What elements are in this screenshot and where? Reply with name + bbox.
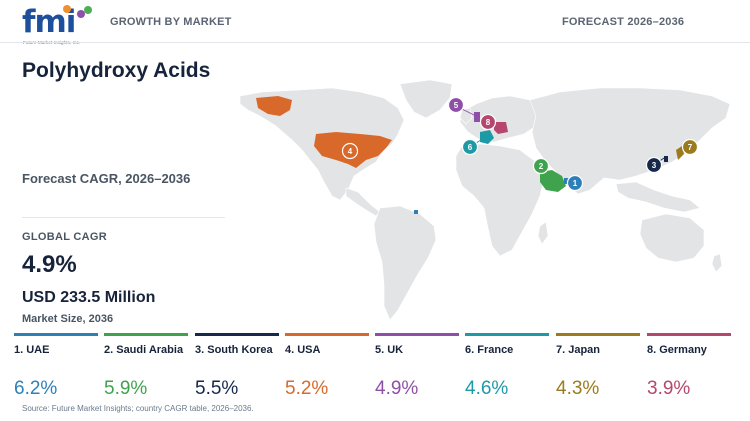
country-cagr-value: 3.9% [647, 378, 691, 399]
country-name: 8. Germany [647, 344, 707, 356]
map-marker-1 [566, 174, 584, 192]
country-alaska-shape [256, 96, 292, 116]
country-name: 3. South Korea [195, 344, 273, 356]
country-accent-bar [195, 333, 279, 336]
islands-accent [414, 210, 418, 214]
country-accent-bar [14, 333, 98, 336]
land-south-america [373, 205, 437, 321]
country-accent-bar [375, 333, 459, 336]
map-marker-6 [461, 138, 479, 156]
country-saudi-arabia-shape [540, 170, 566, 192]
land-southeast-asia [615, 181, 701, 213]
land-europe [459, 95, 541, 143]
map-marker-7 [681, 138, 699, 156]
country-item-south-korea: 3. South Korea 5.5% [195, 333, 279, 400]
map-marker-label-5: 5 [454, 101, 459, 110]
map-marker-label-7: 7 [688, 143, 693, 152]
market-size-label: Market Size, 2036 [22, 313, 114, 325]
global-cagr-label: GLOBAL CAGR [22, 231, 107, 243]
country-name: 5. UK [375, 344, 404, 356]
source-note: Source: Future Market Insights; country … [22, 404, 254, 413]
left-divider [22, 217, 225, 218]
land-masses [239, 79, 731, 321]
country-accent-bar [285, 333, 369, 336]
country-japan-shape [676, 146, 684, 160]
fmi-logo: fmi Future Market Insights, Inc. [22, 5, 94, 47]
country-item-saudi-arabia: 2. Saudi Arabia 5.9% [104, 333, 188, 400]
map-marker-label-4: 4 [348, 147, 353, 156]
page-title: Polyhydroxy Acids [22, 59, 211, 82]
world-map: 1 2 3 4 5 6 7 8 [239, 79, 731, 321]
land-new-zealand [711, 253, 723, 273]
country-cagr-value: 5.5% [195, 378, 239, 399]
country-name: 1. UAE [14, 344, 50, 356]
country-item-france: 6. France 4.6% [465, 333, 549, 400]
map-marker-2 [532, 157, 550, 175]
map-marker-label-2: 2 [539, 162, 544, 171]
land-africa [455, 143, 545, 257]
land-central-america [345, 187, 381, 217]
country-accent-bar [465, 333, 549, 336]
land-greenland [399, 79, 453, 119]
logo-dot-purple [77, 10, 85, 18]
map-marker-8 [479, 113, 497, 131]
country-accent-bar [556, 333, 640, 336]
land-australia [639, 213, 705, 263]
country-cagr-value: 4.9% [375, 378, 419, 399]
country-france-shape [480, 130, 494, 144]
country-south-korea-shape [664, 156, 668, 162]
map-marker-5 [447, 96, 465, 114]
map-marker-label-3: 3 [652, 161, 657, 170]
country-cagr-value: 5.2% [285, 378, 329, 399]
growth-by-market-label: GROWTH BY MARKET [110, 16, 232, 28]
country-item-japan: 7. Japan 4.3% [556, 333, 640, 400]
country-uk-shape [474, 112, 480, 122]
map-marker-label-8: 8 [486, 118, 491, 127]
map-marker-label-1: 1 [573, 179, 578, 188]
logo-dot-green [84, 6, 92, 14]
country-accent-bar [104, 333, 188, 336]
country-item-usa: 4. USA 5.2% [285, 333, 369, 400]
land-madagascar [537, 221, 549, 245]
country-item-germany: 8. Germany 3.9% [647, 333, 731, 400]
map-marker-3 [645, 156, 663, 174]
country-accent-bar [647, 333, 731, 336]
country-germany-shape [494, 122, 508, 134]
country-item-uk: 5. UK 4.9% [375, 333, 459, 400]
country-cagr-value: 4.6% [465, 378, 509, 399]
global-cagr-value: 4.9% [22, 251, 77, 278]
map-marker-label-6: 6 [468, 143, 473, 152]
country-cagr-value: 6.2% [14, 378, 58, 399]
country-name: 4. USA [285, 344, 321, 356]
market-size-value: USD 233.5 Million [22, 289, 156, 306]
country-name: 6. France [465, 344, 514, 356]
forecast-cagr-label: Forecast CAGR, 2026–2036 [22, 171, 191, 186]
forecast-period-label: FORECAST 2026–2036 [562, 16, 685, 28]
country-name: 2. Saudi Arabia [104, 344, 184, 356]
country-cagr-value: 4.3% [556, 378, 600, 399]
logo-dot-orange [63, 5, 71, 13]
map-marker-4 [341, 142, 359, 160]
country-name: 7. Japan [556, 344, 601, 356]
country-cagr-value: 5.9% [104, 378, 148, 399]
country-item-uae: 1. UAE 6.2% [14, 333, 98, 400]
header-divider [0, 42, 750, 43]
land-british-isles [459, 107, 473, 125]
